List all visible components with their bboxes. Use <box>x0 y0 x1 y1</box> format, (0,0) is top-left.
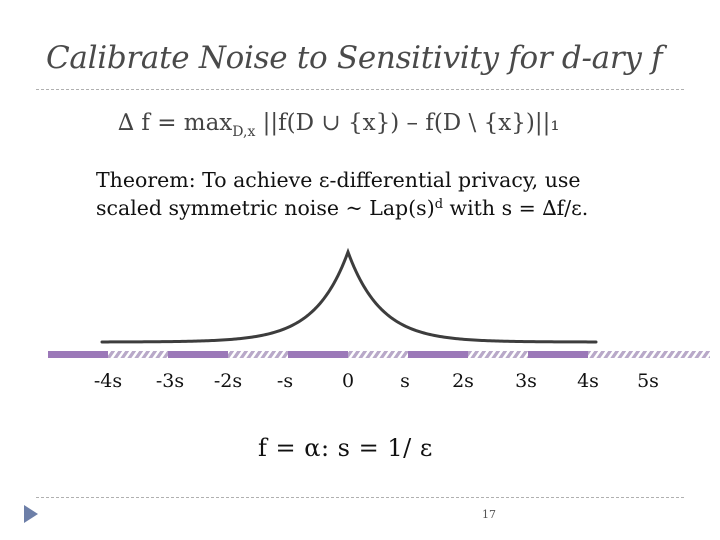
formula-main: ∆ f = max <box>118 110 233 136</box>
number-line <box>48 351 710 358</box>
axis-tick-label: -2s <box>213 370 243 392</box>
axis-tick-label: -3s <box>155 370 185 392</box>
theorem-line-2-pre: scaled symmetric noise ~ Lap(s) <box>96 196 435 220</box>
bottom-formula: f = α: s = 1/ ε <box>258 434 433 462</box>
theorem-text: Theorem: To achieve ε-differential priva… <box>96 166 656 222</box>
page-number: 17 <box>482 508 496 521</box>
axis-tick-label: 2s <box>452 370 474 392</box>
axis-segment-2 <box>288 351 348 358</box>
triangle-bullet-icon <box>24 505 38 523</box>
axis-hatch-band <box>48 351 710 358</box>
axis-tick-label: s <box>400 370 410 392</box>
axis-tick-label: 4s <box>577 370 599 392</box>
theorem-line-2-post: with s = ∆f/ε. <box>443 196 589 220</box>
formula-subscript: D,x <box>232 124 256 140</box>
theorem-line-2: scaled symmetric noise ~ Lap(s)d with s … <box>96 194 656 222</box>
axis-tick-label: 3s <box>515 370 537 392</box>
laplace-curve <box>100 247 598 344</box>
axis-tick-label: -s <box>276 370 294 392</box>
axis-tick-label: -4s <box>93 370 123 392</box>
axis-segment-0 <box>48 351 108 358</box>
axis-tick-label: 0 <box>341 370 355 392</box>
sensitivity-formula: ∆ f = maxD,x ||f(D ∪ {x}) – f(D \ {x})||… <box>118 110 560 140</box>
axis-segment-4 <box>528 351 588 358</box>
axis-segment-1 <box>168 351 228 358</box>
axis-tick-label: 5s <box>637 370 659 392</box>
title-divider <box>36 89 684 90</box>
theorem-superscript: d <box>434 197 444 212</box>
footer-divider <box>36 497 684 498</box>
formula-rest: ||f(D ∪ {x}) – f(D \ {x})||₁ <box>255 110 560 136</box>
slide-title: Calibrate Noise to Sensitivity for d-ary… <box>46 40 663 76</box>
axis-segment-3 <box>408 351 468 358</box>
theorem-line-1: Theorem: To achieve ε-differential priva… <box>96 168 581 192</box>
